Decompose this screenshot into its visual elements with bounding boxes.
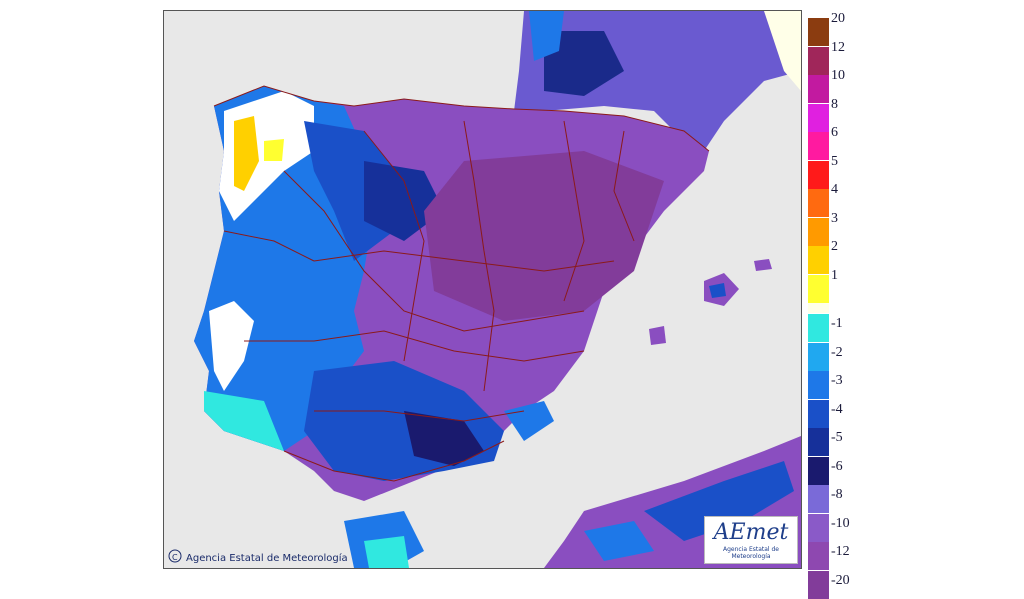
southeast-coast-zone	[504, 401, 554, 441]
legend-tick--10: -10	[831, 515, 850, 531]
province-borders	[213, 85, 710, 482]
portugal-white-zone	[209, 301, 254, 391]
legend-tick-2: 2	[831, 239, 838, 254]
galicia-warm-spot	[264, 139, 284, 161]
legend-swatch--4	[808, 399, 829, 428]
legend-tick-10: 10	[831, 68, 845, 83]
strait-cyan-zone	[364, 536, 409, 568]
copyright-badge: C	[168, 549, 182, 563]
logo-wordmark: AEmet	[713, 520, 789, 545]
legend-swatch--8	[808, 485, 829, 513]
svg-text:C: C	[172, 553, 178, 562]
color-legend: 20 12 10 8 6 5 4 3 2 1 -1 -2 -3 -4 -5 -6 -8 -10 -12 -20	[806, 12, 866, 599]
legend-tick-8: 8	[831, 96, 838, 112]
legend-swatch--6	[808, 456, 829, 485]
aemet-logo: AEmet Agencia Estatal de Meteorología	[704, 516, 798, 564]
andalucia-cold-zone	[404, 411, 484, 466]
legend-swatch-5	[808, 160, 829, 189]
legend-tick-4: 4	[831, 182, 838, 197]
north-africa-cold-zone	[644, 461, 794, 541]
menorca-island	[754, 259, 772, 271]
mallorca-cold-spot	[709, 283, 726, 298]
legend-tick--1: -1	[831, 316, 843, 331]
map-canvas: C	[164, 11, 801, 568]
legend-swatch--10	[808, 513, 829, 542]
legend-swatch-20	[808, 18, 829, 46]
central-purple-zone	[424, 151, 664, 321]
france-coast-zone	[529, 11, 564, 61]
legend-swatch-3	[808, 217, 829, 246]
legend-swatch-8	[808, 103, 829, 132]
legend-tick--12: -12	[831, 544, 850, 559]
legend-tick--4: -4	[831, 401, 843, 417]
north-africa-west-zone	[584, 521, 654, 561]
legend-swatch-1	[808, 274, 829, 303]
legend-swatch--1	[808, 314, 829, 342]
temperature-anomaly-map: C Agencia Estatal de Meteorología AEmet …	[163, 10, 802, 569]
legend-tick-20: 20	[831, 11, 845, 26]
legend-swatch--5	[808, 428, 829, 456]
legend-tick-12: 12	[831, 39, 845, 55]
legend-tick--8: -8	[831, 487, 843, 502]
logo-subtext: Agencia Estatal de Meteorología	[722, 546, 779, 560]
legend-tick--2: -2	[831, 344, 843, 360]
legend-swatch--20	[808, 570, 829, 599]
legend-swatch-4	[808, 189, 829, 217]
legend-swatch--3	[808, 371, 829, 399]
legend-tick-5: 5	[831, 153, 838, 169]
legend-swatch-6	[808, 132, 829, 160]
legend-swatch-10	[808, 75, 829, 103]
france-cold-zone	[544, 31, 624, 96]
ibiza-island	[649, 326, 666, 345]
northern-meseta-cold	[364, 161, 444, 241]
legend-tick--6: -6	[831, 458, 843, 474]
france-east-zone	[764, 11, 801, 91]
legend-swatch--12	[808, 542, 829, 570]
legend-tick-1: 1	[831, 267, 838, 283]
southwest-cyan-zone	[204, 391, 284, 451]
legend-swatch-2	[808, 246, 829, 274]
legend-tick--5: -5	[831, 430, 843, 445]
legend-swatch--2	[808, 342, 829, 371]
legend-tick-3: 3	[831, 210, 838, 226]
legend-tick--3: -3	[831, 373, 843, 388]
copyright-text: Agencia Estatal de Meteorología	[186, 553, 348, 564]
copyright-icon	[168, 549, 182, 563]
galicia-warm-zone	[234, 116, 259, 191]
legend-swatch-12	[808, 46, 829, 75]
legend-tick-6: 6	[831, 125, 838, 140]
legend-gap	[808, 303, 829, 313]
